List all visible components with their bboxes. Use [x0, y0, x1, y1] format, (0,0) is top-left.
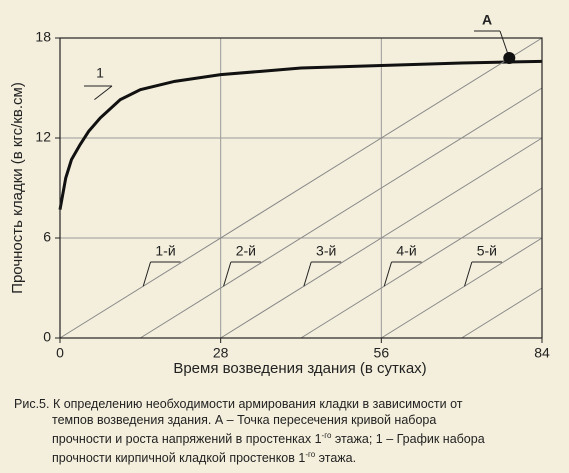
stress-line	[461, 287, 543, 339]
leader	[383, 261, 393, 287]
x-tick-label: 28	[213, 345, 229, 361]
stress-line	[140, 87, 543, 339]
line-label: 5-й	[477, 243, 497, 259]
line-label: 4-й	[396, 243, 416, 259]
point-label: А	[482, 12, 492, 28]
caption-text: этажа; 1 – График набора	[331, 432, 485, 446]
y-tick-label: 18	[35, 29, 51, 45]
x-tick-label: 0	[56, 345, 64, 361]
intersection-point	[503, 52, 516, 64]
line-label: 2-й	[236, 243, 256, 259]
x-tick-label: 84	[534, 345, 550, 361]
strength-curve	[58, 59, 543, 210]
chart: Время возведения здания (в сутках) Прочн…	[9, 12, 550, 377]
caption-text: темпов возведения здания. А – Точка пере…	[52, 413, 437, 427]
leader	[464, 261, 473, 287]
curve-label: 1	[96, 65, 104, 81]
caption-text: прочности кирпичной кладкой простенков 1	[52, 451, 306, 465]
caption-line: прочности и роста напряжений в простенка…	[14, 428, 564, 447]
stress-line	[59, 37, 543, 339]
caption-line: Рис.5. К определению необходимости армир…	[14, 396, 564, 412]
x-tick-label: 56	[374, 345, 390, 361]
caption-text: этажа.	[315, 451, 357, 465]
line-label: 3-й	[316, 243, 336, 259]
y-tick-label: 6	[43, 229, 51, 245]
leader	[94, 85, 113, 101]
caption-text: прочности и роста напряжений в простенка…	[52, 432, 322, 446]
stress-line	[381, 237, 543, 339]
x-axis-label: Время возведения здания (в сутках)	[173, 360, 426, 377]
superscript: -го	[305, 450, 316, 459]
caption-line: темпов возведения здания. А – Точка пере…	[14, 412, 564, 428]
y-tick-label: 0	[43, 329, 51, 345]
leader	[223, 261, 232, 287]
y-tick-label: 12	[35, 129, 51, 145]
leader	[142, 261, 152, 287]
leader	[303, 261, 312, 287]
superscript: -го	[321, 431, 332, 440]
line-label: 1-й	[155, 243, 175, 259]
caption: Рис.5. К определению необходимости армир…	[14, 396, 564, 466]
caption-line: прочности кирпичной кладкой простенков 1…	[14, 447, 564, 466]
stress-line	[300, 187, 543, 339]
plot-frame	[59, 37, 543, 339]
caption-text: Рис.5. К определению необходимости армир…	[14, 397, 463, 411]
y-axis-label: Прочность кладки (в кгс/кв.см)	[9, 82, 26, 294]
stress-line	[220, 137, 543, 339]
